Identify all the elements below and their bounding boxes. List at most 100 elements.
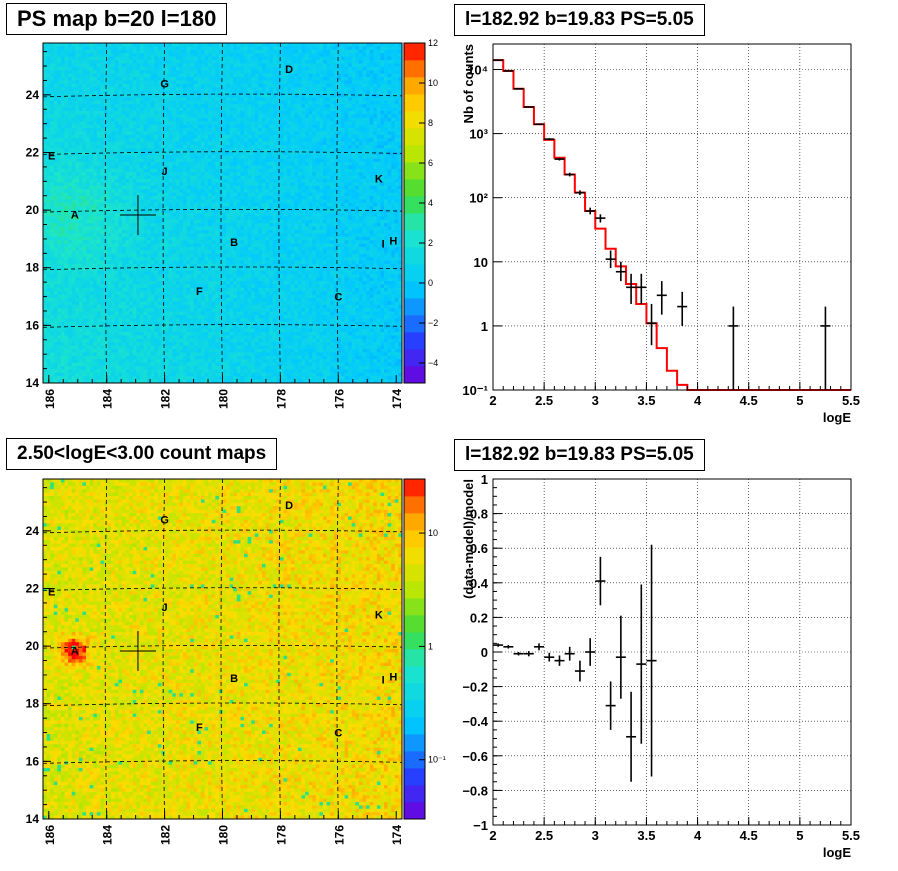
heatmap-cell xyxy=(193,352,198,357)
heatmap-cell xyxy=(125,260,130,265)
heatmap-cell xyxy=(218,83,223,88)
heatmap-cell xyxy=(168,223,173,227)
heatmap-cell xyxy=(215,87,220,91)
heatmap-cell xyxy=(96,321,101,326)
heatmap-cell xyxy=(100,338,105,343)
heatmap-cell xyxy=(175,352,180,357)
heatmap-cell xyxy=(218,172,223,176)
heatmap-cell xyxy=(175,315,180,319)
heatmap-cell xyxy=(86,257,91,261)
heatmap-cell xyxy=(93,83,98,88)
heatmap-cell xyxy=(186,165,191,170)
heatmap-cell xyxy=(179,223,184,227)
heatmap-cell xyxy=(125,325,130,329)
heatmap-cell xyxy=(75,260,80,265)
heatmap-cell xyxy=(46,49,51,54)
heatmap-cell xyxy=(93,287,98,292)
heatmap-cell xyxy=(96,124,101,129)
heatmap-cell xyxy=(60,162,65,166)
heatmap-cell xyxy=(129,117,134,122)
heatmap-cell xyxy=(75,77,80,81)
heatmap-cell xyxy=(193,148,198,153)
heatmap-cell xyxy=(60,158,65,163)
heatmap-cell xyxy=(139,349,144,353)
heatmap-cell xyxy=(82,219,87,224)
heatmap-cell xyxy=(96,345,101,350)
heatmap-cell xyxy=(139,107,144,112)
heatmap-cell xyxy=(82,223,87,227)
heatmap-cell xyxy=(64,46,69,51)
heatmap-cell xyxy=(208,219,213,224)
heatmap-cell xyxy=(143,359,148,363)
heatmap-cell xyxy=(150,134,155,139)
heatmap-cell xyxy=(53,372,58,377)
heatmap-cell xyxy=(64,168,69,173)
heatmap-cell xyxy=(157,243,162,248)
heatmap-cell xyxy=(129,73,134,78)
heatmap-cell xyxy=(53,70,58,74)
heatmap-cell xyxy=(218,369,223,374)
heatmap-cell xyxy=(179,131,184,136)
heatmap-cell xyxy=(68,172,73,176)
heatmap-cell xyxy=(118,315,123,319)
heatmap-cell xyxy=(211,298,216,302)
heatmap-cell xyxy=(93,243,98,248)
heatmap-cell xyxy=(150,53,155,57)
heatmap-cell xyxy=(157,362,162,367)
heatmap-cell xyxy=(172,274,177,278)
heatmap-cell xyxy=(129,264,134,268)
heatmap-cell xyxy=(64,308,69,312)
heatmap-cell xyxy=(136,335,141,340)
heatmap-cell xyxy=(147,155,152,159)
heatmap-cell xyxy=(43,260,47,265)
heatmap-cell xyxy=(172,87,177,91)
heatmap-cell xyxy=(53,151,58,156)
heatmap-cell xyxy=(139,80,144,85)
heatmap-cell xyxy=(100,134,105,139)
heatmap-cell xyxy=(78,117,83,122)
heatmap-cell xyxy=(154,274,159,278)
heatmap-cell xyxy=(78,206,83,210)
heatmap-cell xyxy=(96,49,101,54)
heatmap-cell xyxy=(154,243,159,248)
heatmap-cell xyxy=(86,202,91,207)
heatmap-cell xyxy=(104,284,109,289)
heatmap-cell xyxy=(161,192,166,197)
heatmap-cell xyxy=(86,260,91,265)
heatmap-cell xyxy=(139,226,144,231)
heatmap-cell xyxy=(121,315,126,319)
heatmap-cell xyxy=(197,182,202,187)
heatmap-cell xyxy=(89,233,94,238)
heatmap-cell xyxy=(114,379,119,384)
heatmap-cell xyxy=(183,56,187,61)
heatmap-cell xyxy=(68,236,73,241)
heatmap-cell xyxy=(136,277,141,282)
heatmap-cell xyxy=(96,257,101,261)
heatmap-cell xyxy=(118,134,123,139)
heatmap-cell xyxy=(193,158,198,163)
heatmap-cell xyxy=(132,66,137,71)
heatmap-cell xyxy=(157,345,162,350)
heatmap-cell xyxy=(100,281,105,285)
heatmap-cell xyxy=(208,230,213,234)
heatmap-cell xyxy=(114,172,119,176)
heatmap-cell xyxy=(100,359,105,363)
heatmap-cell xyxy=(78,304,83,309)
heatmap-cell xyxy=(211,253,216,258)
heatmap-cell xyxy=(168,281,173,285)
heatmap-cell xyxy=(165,114,170,119)
heatmap-cell xyxy=(75,141,80,146)
heatmap-cell xyxy=(157,175,162,180)
heatmap-cell xyxy=(89,230,94,234)
heatmap-cell xyxy=(172,128,177,132)
heatmap-cell xyxy=(132,328,137,333)
heatmap-cell xyxy=(96,138,101,142)
heatmap-cell xyxy=(107,236,112,241)
heatmap-cell xyxy=(186,185,191,190)
heatmap-cell xyxy=(204,46,209,51)
heatmap-cell xyxy=(43,66,47,71)
heatmap-cell xyxy=(208,175,213,180)
heatmap-cell xyxy=(150,124,155,129)
heatmap-cell xyxy=(200,372,205,377)
heatmap-cell xyxy=(104,73,109,78)
